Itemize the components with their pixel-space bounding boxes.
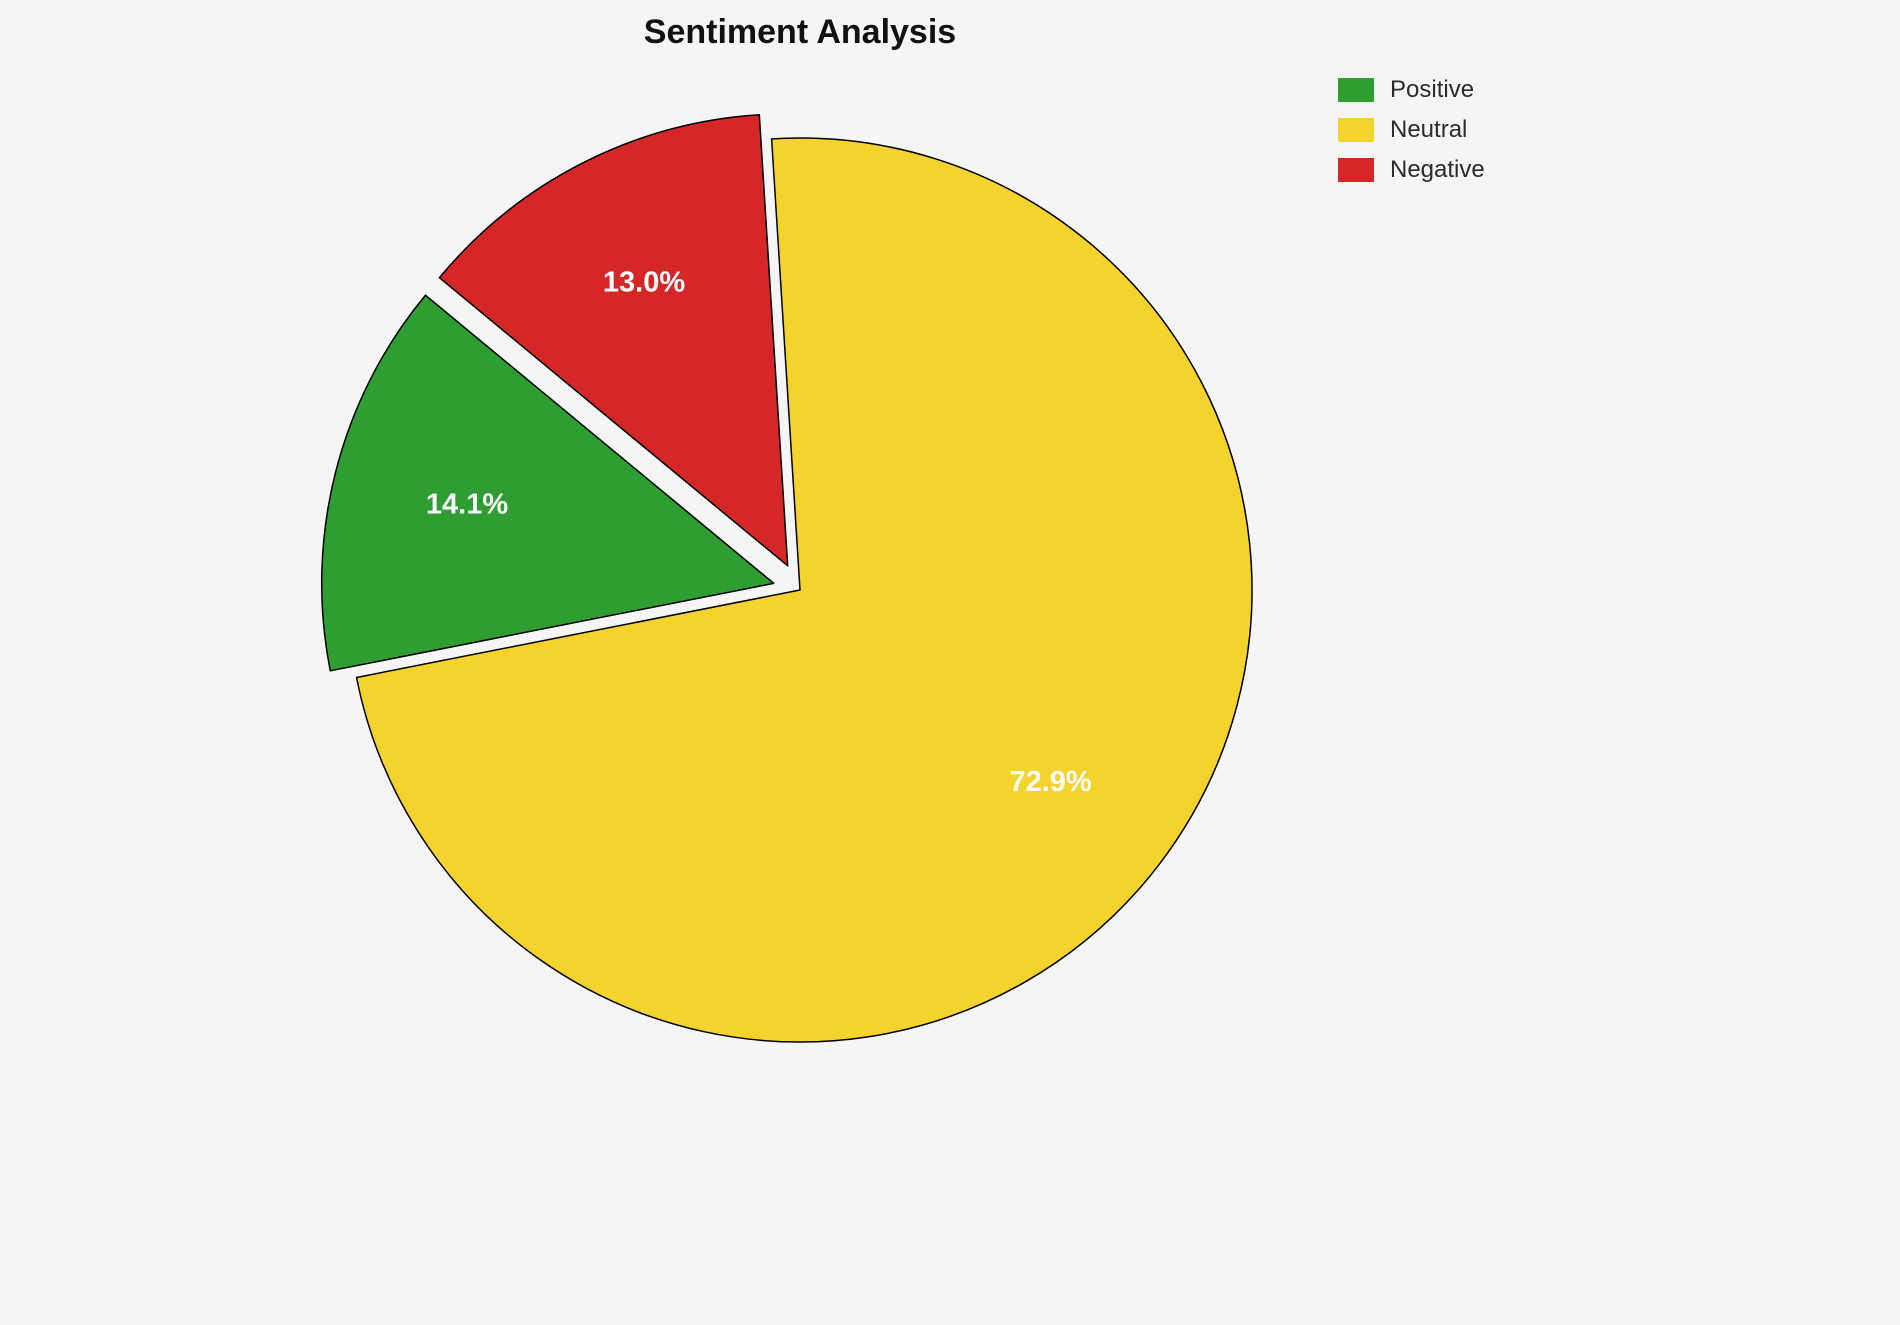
legend-item-negative: Negative xyxy=(1338,158,1485,182)
legend-item-positive: Positive xyxy=(1338,78,1485,102)
pie-slice-positive xyxy=(320,294,775,672)
pie-slice-neutral xyxy=(355,137,1253,1043)
legend-swatch-negative xyxy=(1338,158,1374,182)
legend-swatch-neutral xyxy=(1338,118,1374,142)
slice-label-positive: 14.1% xyxy=(426,488,508,520)
legend-label-positive: Positive xyxy=(1390,76,1475,103)
slice-label-negative: 13.0% xyxy=(603,267,685,299)
chart-title: Sentiment Analysis xyxy=(643,13,957,51)
legend: Positive Neutral Negative xyxy=(1338,78,1485,182)
pie-slice-negative xyxy=(438,113,789,567)
legend-label-negative: Negative xyxy=(1390,156,1485,183)
legend-item-neutral: Neutral xyxy=(1338,118,1485,142)
slice-label-neutral: 72.9% xyxy=(1009,766,1091,798)
legend-label-neutral: Neutral xyxy=(1390,116,1468,143)
legend-swatch-positive xyxy=(1338,78,1374,102)
